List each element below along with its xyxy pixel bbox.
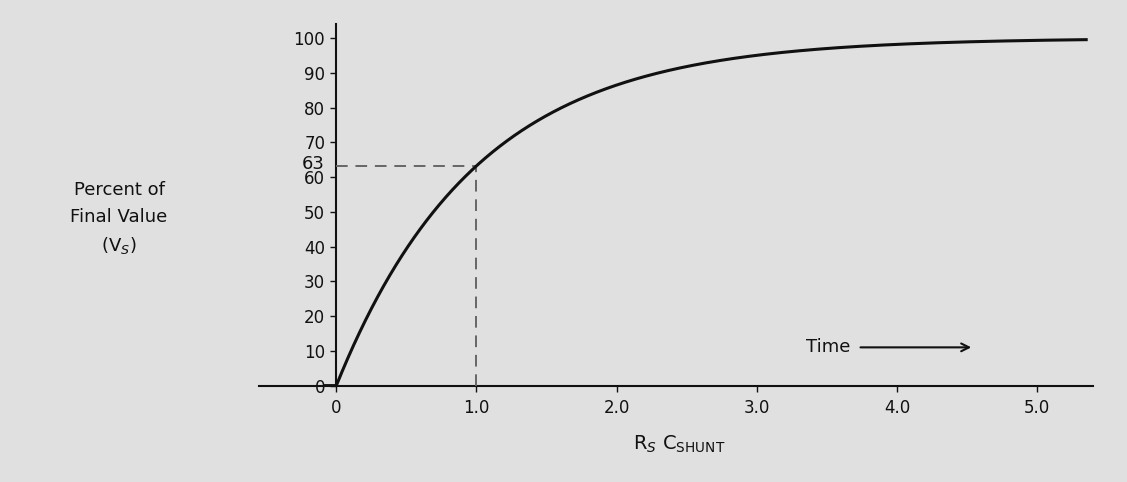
Text: Percent of
Final Value
(V$_S$): Percent of Final Value (V$_S$) [70, 181, 168, 256]
Text: Time: Time [806, 338, 851, 356]
Text: 63: 63 [302, 155, 325, 173]
Text: R$_S$ C$_{\mathrm{SHUNT}}$: R$_S$ C$_{\mathrm{SHUNT}}$ [633, 434, 726, 455]
